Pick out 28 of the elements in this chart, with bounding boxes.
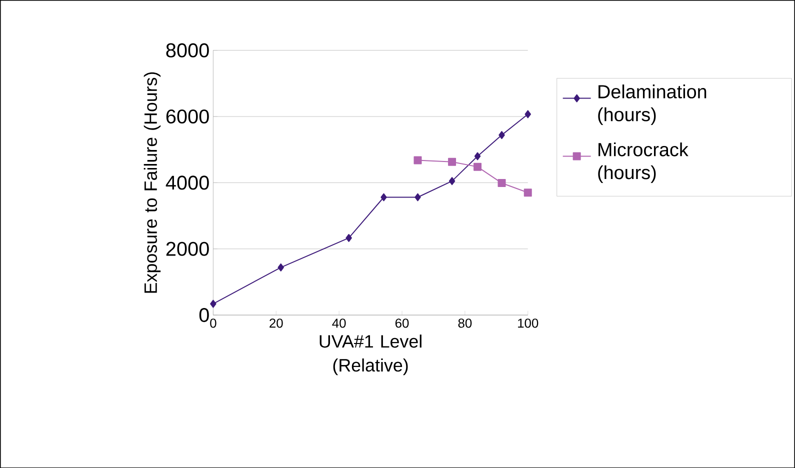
x-tick-label: 60 <box>395 318 409 328</box>
legend-label: Microcrack (hours) <box>598 142 688 183</box>
y-tick-label: 8000 <box>166 43 209 58</box>
x-tick-label: 40 <box>332 318 346 328</box>
x-tick-label: 20 <box>270 318 283 328</box>
point <box>474 162 482 171</box>
point <box>448 176 456 185</box>
x-tick-label: 0 <box>210 318 216 328</box>
point <box>380 193 387 202</box>
point <box>498 178 506 187</box>
point <box>524 110 531 118</box>
point <box>414 193 421 202</box>
point <box>524 188 532 196</box>
y-tick-label: 2000 <box>166 242 209 256</box>
x-tick-label: 100 <box>518 318 538 328</box>
y-axis-title: Exposure to Failure (Hours) <box>144 72 161 293</box>
point <box>210 300 216 308</box>
point <box>414 156 422 164</box>
legend-label: Delamination (hours) <box>598 84 706 125</box>
y-tick-label: 6000 <box>166 109 209 124</box>
point <box>448 158 456 166</box>
point <box>346 234 352 242</box>
point <box>474 152 481 160</box>
x-tick-label: 80 <box>458 318 472 328</box>
point <box>498 130 505 139</box>
point <box>278 263 284 272</box>
x-axis-title: UVA#1 Level (Relative) <box>320 334 422 375</box>
y-tick-label: 4000 <box>166 176 209 190</box>
